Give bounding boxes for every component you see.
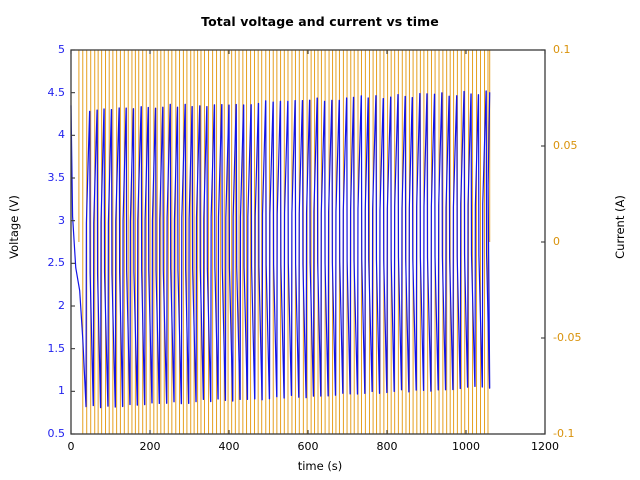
y-left-tick-label: 4.5 bbox=[47, 85, 66, 99]
y-left-tick-label: 1.5 bbox=[47, 341, 66, 355]
x-tick-label: 0 bbox=[67, 440, 75, 453]
x-tick-label: 200 bbox=[139, 440, 161, 453]
y-right-tick-label: 0 bbox=[553, 235, 560, 248]
axis-tick-marks bbox=[70, 49, 546, 435]
voltage-trace bbox=[70, 90, 491, 409]
x-tick-label: 1000 bbox=[452, 440, 480, 453]
y-left-tick-label: 3.5 bbox=[47, 171, 66, 184]
y-left-tick-label: 5 bbox=[58, 43, 65, 56]
y-left-tick-label: 4 bbox=[58, 128, 65, 142]
x-tick-label: 400 bbox=[218, 440, 240, 453]
y-left-tick-label: 2 bbox=[58, 299, 65, 312]
x-tick-label: 800 bbox=[376, 440, 398, 453]
y-left-tick-label: 2.5 bbox=[47, 256, 66, 270]
y-right-tick-label: 0.05 bbox=[553, 139, 578, 152]
y-right-tick-label: -0.1 bbox=[553, 427, 575, 440]
y-left-tick-label: 1 bbox=[58, 384, 65, 398]
y-left-tick-label: 3 bbox=[58, 213, 65, 227]
y-right-tick-label: 0.1 bbox=[553, 43, 571, 56]
y-right-tick-label: -0.05 bbox=[553, 331, 582, 344]
x-tick-label: 1200 bbox=[531, 440, 559, 453]
data-traces bbox=[70, 49, 491, 435]
chart-title: Total voltage and current vs time bbox=[201, 14, 439, 29]
y-left-tick-label: 0.5 bbox=[47, 427, 66, 440]
x-tick-label: 600 bbox=[297, 440, 319, 453]
x-axis-label: time (s) bbox=[297, 459, 343, 473]
